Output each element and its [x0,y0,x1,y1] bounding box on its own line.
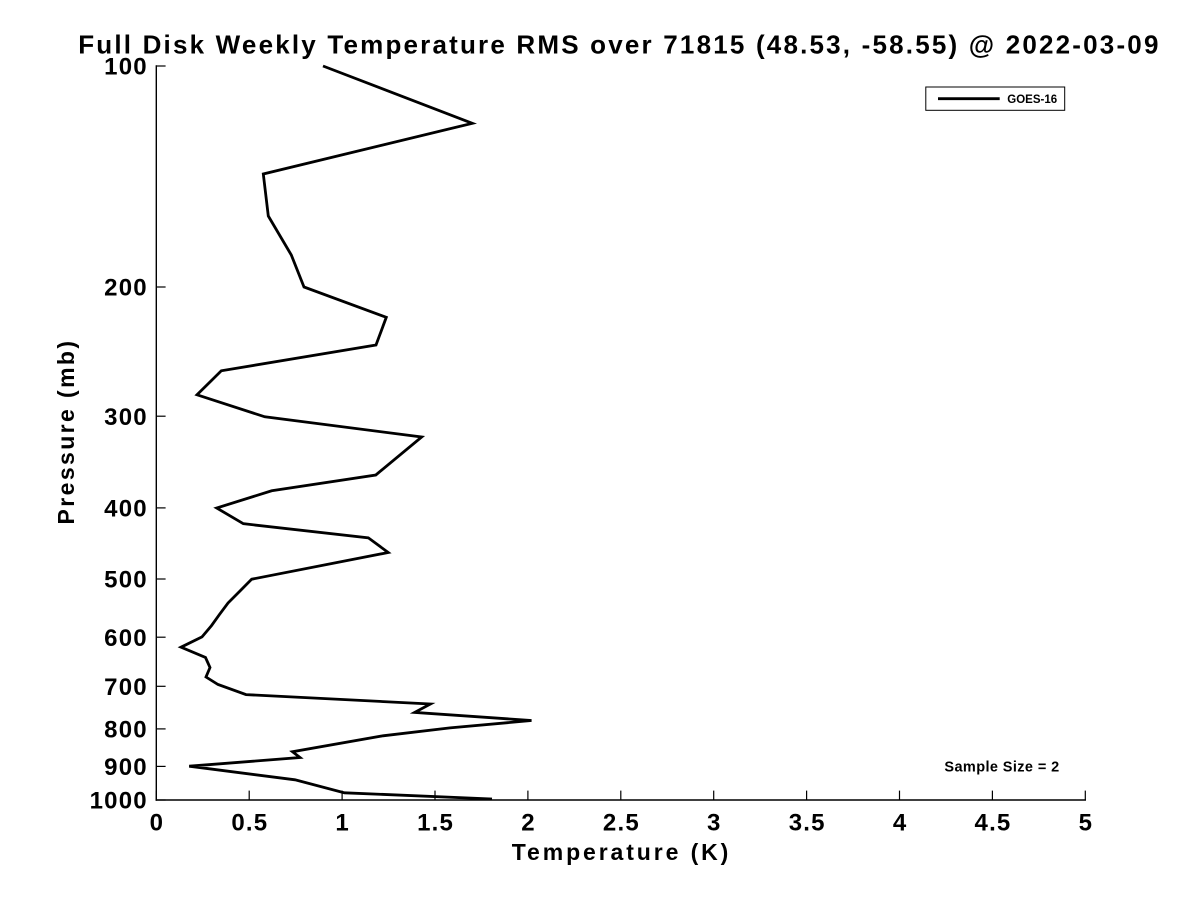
svg-text:4: 4 [893,809,908,836]
svg-text:0.5: 0.5 [231,809,268,836]
svg-text:700: 700 [104,674,148,701]
svg-text:800: 800 [104,717,148,744]
svg-text:1000: 1000 [90,788,148,815]
svg-text:Sample Size = 2: Sample Size = 2 [944,759,1059,775]
svg-text:4.5: 4.5 [975,809,1012,836]
svg-text:600: 600 [104,625,148,652]
svg-text:3.5: 3.5 [789,809,826,836]
svg-text:1: 1 [335,809,350,836]
svg-text:2: 2 [521,809,536,836]
svg-text:0: 0 [150,809,165,836]
svg-text:5: 5 [1079,809,1094,836]
svg-text:900: 900 [104,754,148,781]
svg-text:1.5: 1.5 [417,809,454,836]
svg-text:Temperature (K): Temperature (K) [512,839,731,865]
svg-text:Pressure (mb): Pressure (mb) [53,339,79,525]
svg-text:Full Disk Weekly Temperature R: Full Disk Weekly Temperature RMS over 71… [78,30,1160,60]
svg-text:3: 3 [707,809,722,836]
svg-text:2.5: 2.5 [603,809,640,836]
svg-text:100: 100 [104,54,148,81]
svg-text:500: 500 [104,567,148,594]
svg-text:300: 300 [104,404,148,431]
svg-text:GOES-16: GOES-16 [1007,94,1057,106]
svg-text:200: 200 [104,275,148,302]
svg-text:400: 400 [104,496,148,523]
